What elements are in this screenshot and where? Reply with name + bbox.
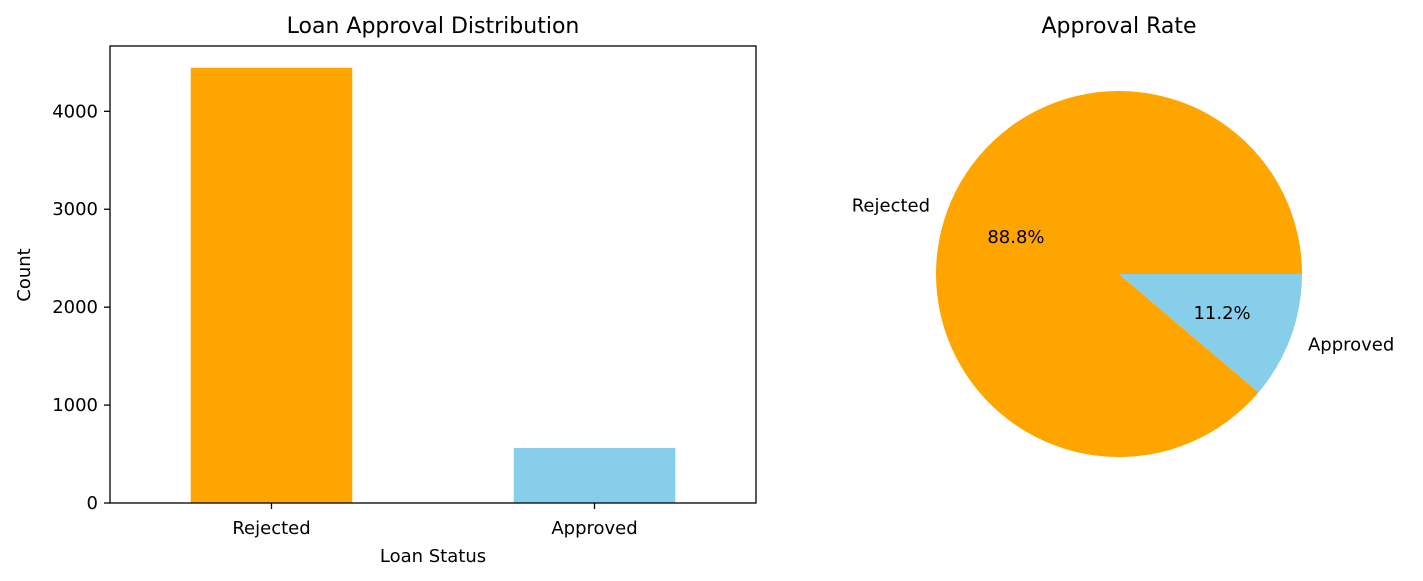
pie-labels: 88.8% Rejected 11.2% Approved [852, 196, 1395, 356]
bar-chart-title: Loan Approval Distribution [287, 14, 580, 39]
pie-percent-rejected: 88.8% [987, 227, 1044, 248]
x-tick-label: Approved [551, 518, 637, 539]
bar-approved [513, 447, 676, 503]
y-ticks: 0 1000 2000 3000 4000 [52, 101, 110, 514]
pie-chart: Approval Rate 88.8% Rejected 11.2% Approved [852, 14, 1395, 458]
bar-chart: Loan Approval Distribution 0 1000 2000 3000… [14, 14, 757, 567]
y-tick-label: 3000 [52, 199, 98, 220]
pie-slice-rejected [935, 91, 1302, 458]
x-tick-label: Rejected [232, 518, 310, 539]
pie-slices [935, 91, 1302, 458]
y-tick-label: 2000 [52, 297, 98, 318]
pie-label-rejected: Rejected [852, 196, 930, 217]
y-axis-label: Count [14, 248, 35, 301]
y-tick-label: 0 [87, 493, 98, 514]
x-axis-label: Loan Status [380, 546, 486, 567]
y-tick-label: 1000 [52, 395, 98, 416]
pie-percent-approved: 11.2% [1193, 303, 1250, 324]
bar-axes-frame [109, 45, 757, 504]
bar-rejected [190, 67, 353, 503]
x-ticks: Rejected Approved [232, 503, 638, 539]
bars [190, 67, 676, 503]
pie-chart-title: Approval Rate [1041, 14, 1196, 39]
y-tick-label: 4000 [52, 101, 98, 122]
pie-label-approved: Approved [1308, 334, 1394, 355]
pie-slice-approved [1119, 274, 1302, 393]
